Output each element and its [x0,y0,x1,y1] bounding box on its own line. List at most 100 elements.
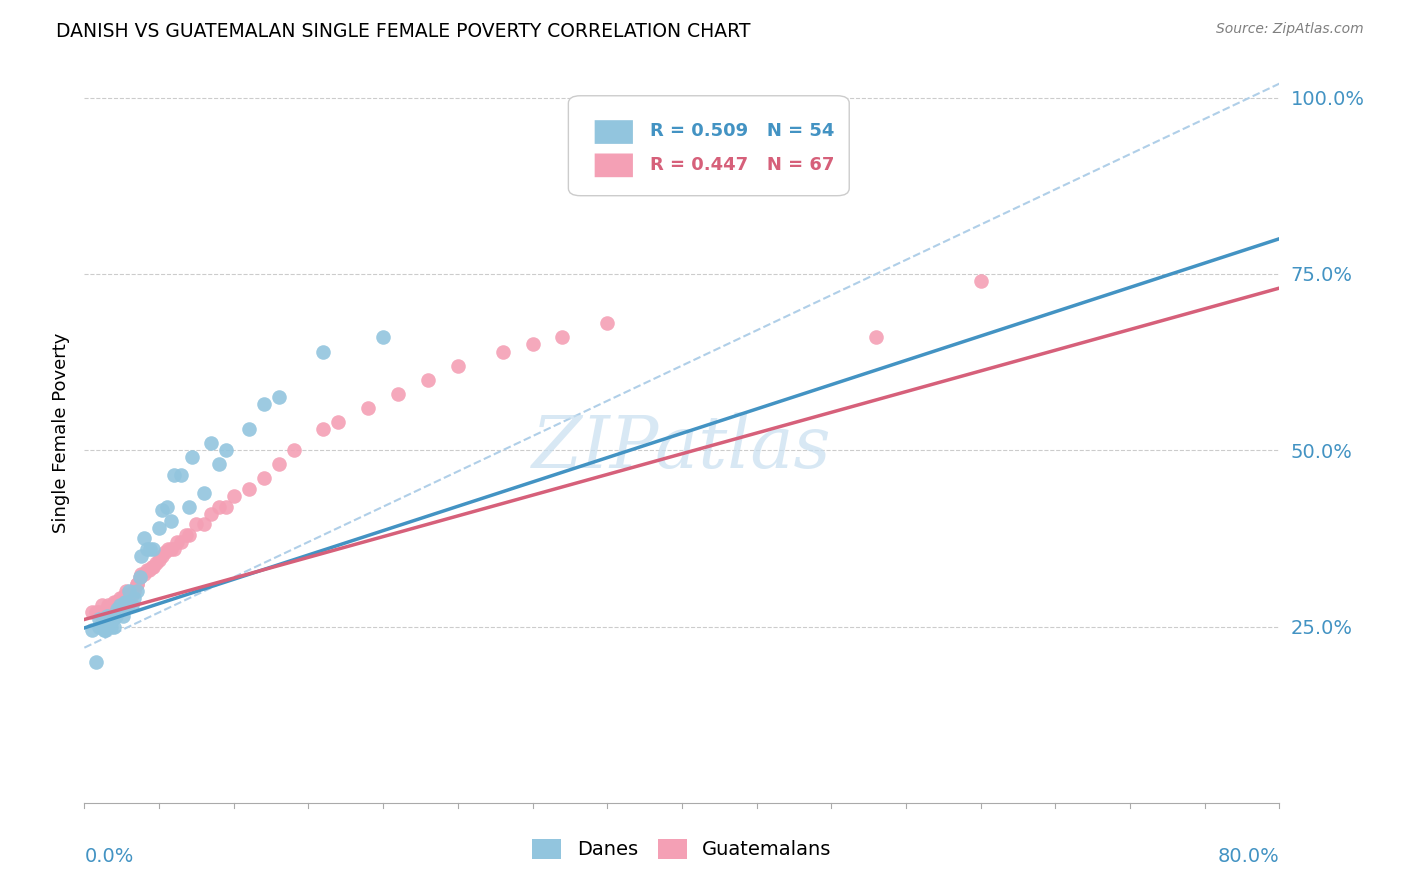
Point [200,507,222,521]
Point [142,541,165,556]
Text: ZIPatlas: ZIPatlas [531,412,832,483]
Point [121,599,143,613]
Point [97,602,120,616]
Point [100,619,122,633]
Point [103,609,125,624]
Point [96,602,118,616]
Point [253,471,276,485]
Point [122,591,145,606]
Point [97,619,120,633]
Point [160,514,183,528]
Point [522,337,544,351]
Point [312,422,335,436]
Point [100,602,122,616]
Point [89,606,111,620]
Point [118,584,141,599]
Point [80,606,103,620]
Point [132,532,156,546]
Point [101,599,124,613]
Point [312,344,335,359]
Point [596,316,619,330]
Point [91,599,114,613]
Point [100,612,122,626]
Point [125,577,148,591]
Point [122,584,145,599]
Point [416,373,439,387]
Point [86,606,108,620]
Point [103,595,125,609]
FancyBboxPatch shape [595,153,633,178]
Point [101,612,124,626]
Point [111,591,134,606]
Point [148,552,170,566]
Point [166,535,188,549]
Point [157,541,180,556]
Text: 80.0%: 80.0% [1218,847,1279,866]
Point [89,612,111,626]
Point [118,588,141,602]
Point [115,584,138,599]
Point [267,390,290,404]
Point [215,500,238,514]
Point [865,330,887,344]
Point [145,556,167,570]
Point [170,467,193,482]
Point [103,619,125,633]
Point [105,602,128,616]
Point [238,422,260,436]
Point [283,443,305,458]
Point [129,549,152,563]
Point [129,566,152,581]
Point [253,397,276,411]
Point [94,623,117,637]
Point [193,485,215,500]
Point [125,584,148,599]
Point [492,344,515,359]
Point [208,458,231,472]
Point [128,570,150,584]
Text: 0.0%: 0.0% [84,847,134,866]
Point [447,359,470,373]
Point [97,615,120,630]
Point [96,609,118,624]
Point [238,482,260,496]
Text: DANISH VS GUATEMALAN SINGLE FEMALE POVERTY CORRELATION CHART: DANISH VS GUATEMALAN SINGLE FEMALE POVER… [56,22,751,41]
Point [138,563,160,577]
Point [551,330,574,344]
Point [150,503,173,517]
Point [117,599,139,613]
Point [186,517,208,532]
Point [200,436,222,450]
Point [112,595,135,609]
Point [107,602,129,616]
Y-axis label: Single Female Poverty: Single Female Poverty [52,333,70,533]
Text: R = 0.509   N = 54: R = 0.509 N = 54 [650,122,834,140]
Point [125,577,148,591]
Point [110,591,132,606]
Point [163,541,186,556]
Point [357,401,380,415]
Point [970,274,993,288]
Point [98,612,121,626]
Point [112,609,135,624]
Point [132,566,156,581]
Point [128,570,150,584]
Point [105,595,128,609]
Point [328,415,350,429]
Point [160,541,183,556]
FancyBboxPatch shape [568,95,849,195]
Point [94,606,117,620]
Point [177,528,200,542]
Point [91,615,114,630]
Point [581,126,603,140]
Point [139,541,162,556]
Point [114,588,136,602]
Point [121,588,143,602]
Legend: Danes, Guatemalans: Danes, Guatemalans [524,831,839,867]
Point [163,467,186,482]
Point [105,595,128,609]
Point [177,500,200,514]
Point [141,559,163,574]
Point [107,595,129,609]
Point [111,602,134,616]
